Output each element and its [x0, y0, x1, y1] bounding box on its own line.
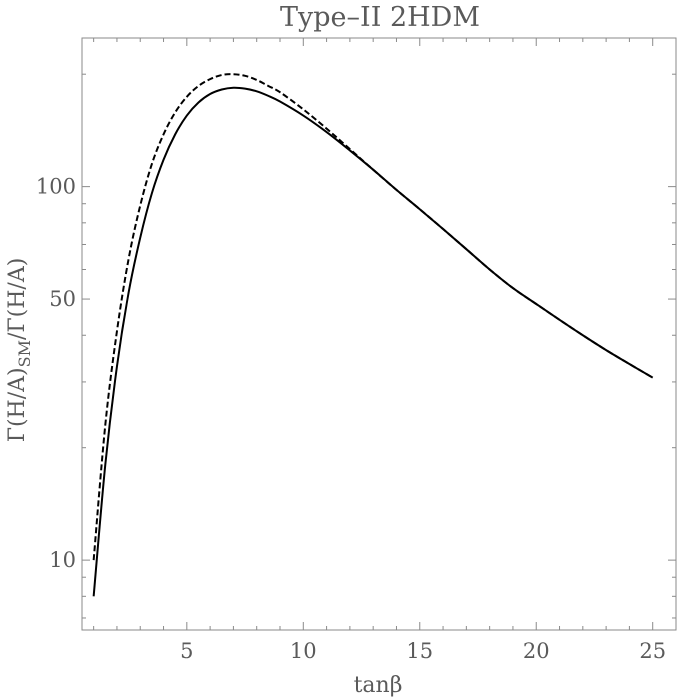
- y-tick-label: 100: [36, 175, 76, 199]
- x-tick-label: 15: [406, 639, 433, 663]
- x-tick-label: 25: [639, 639, 666, 663]
- dashed-curve: [92, 73, 654, 561]
- plot-frame: [81, 37, 677, 631]
- series-layer: [92, 73, 654, 597]
- x-tick-label: 10: [290, 639, 317, 663]
- x-tick-label: 20: [523, 639, 550, 663]
- x-axis-label: tanβ: [354, 673, 403, 698]
- chart-title: Type–II 2HDM: [280, 2, 480, 33]
- y-axis-label-sub: SM: [15, 340, 34, 367]
- y-axis-label: Γ(H/A)SM/Γ(H/A): [5, 258, 34, 443]
- y-tick-label: 10: [49, 548, 76, 572]
- solid-curve: [92, 86, 654, 597]
- x-axis-label-text: tanβ: [354, 673, 403, 698]
- y-axis-label-tail: /Γ(H/A): [5, 258, 30, 340]
- y-axis-label-main: Γ(H/A): [5, 367, 30, 442]
- x-tick-label: 5: [180, 639, 193, 663]
- x-axis-ticks: 5 10 15 20 25: [93, 38, 666, 663]
- y-tick-label: 50: [49, 287, 76, 311]
- y-axis-ticks: 10 50 100: [36, 73, 676, 619]
